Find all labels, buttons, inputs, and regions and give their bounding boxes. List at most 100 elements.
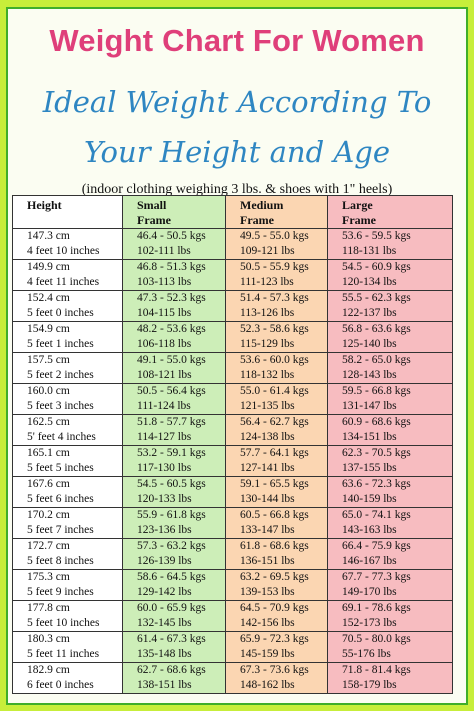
large-frame-cell-line1: 65.0 - 74.1 kgs xyxy=(342,509,411,521)
medium-frame-cell: 55.0 - 61.4 kgs 121-135 lbs xyxy=(225,383,328,415)
large-frame-cell-line1: 60.9 - 68.6 kgs xyxy=(342,416,411,428)
medium-frame-cell-line1: 63.2 - 69.5 kgs xyxy=(240,571,309,583)
header-small-line2: Frame xyxy=(137,213,171,227)
large-frame-cell-line2: 146-167 lbs xyxy=(342,555,397,567)
small-frame-cell-line2: 138-151 lbs xyxy=(137,679,192,691)
height-cell: 160.0 cm 5 feet 3 inches xyxy=(12,383,123,415)
small-frame-cell-line1: 54.5 - 60.5 kgs xyxy=(137,478,206,490)
medium-frame-cell-line1: 53.6 - 60.0 kgs xyxy=(240,354,309,366)
small-frame-cell: 51.8 - 57.7 kgs 114-127 lbs xyxy=(122,414,226,446)
small-frame-cell-line1: 53.2 - 59.1 kgs xyxy=(137,447,206,459)
medium-frame-cell: 65.9 - 72.3 kgs 145-159 lbs xyxy=(225,631,328,663)
height-cell: 165.1 cm 5 feet 5 inches xyxy=(12,445,123,477)
height-cell-line1: 147.3 cm xyxy=(27,230,70,242)
height-cell-line2: 5' feet 4 inches xyxy=(27,431,96,443)
small-frame-cell: 49.1 - 55.0 kgs 108-121 lbs xyxy=(122,352,226,384)
weight-table: Height Small Frame Medium Frame Large Fr… xyxy=(12,195,453,694)
small-frame-cell: 46.8 - 51.3 kgs 103-113 lbs xyxy=(122,259,226,291)
table-row: 152.4 cm 5 feet 0 inches 47.3 - 52.3 kgs 10… xyxy=(12,290,453,322)
medium-frame-cell-line2: 142-156 lbs xyxy=(240,617,295,629)
large-frame-cell-line1: 63.6 - 72.3 kgs xyxy=(342,478,411,490)
height-cell: 147.3 cm 4 feet 10 inches xyxy=(12,228,123,260)
small-frame-cell-line1: 50.5 - 56.4 kgs xyxy=(137,385,206,397)
table-row: 165.1 cm 5 feet 5 inches 53.2 - 59.1 kgs 11… xyxy=(12,445,453,477)
large-frame-cell: 71.8 - 81.4 kgs 158-179 lbs xyxy=(327,662,453,694)
medium-frame-cell-line2: 113-126 lbs xyxy=(240,307,295,319)
height-cell-line1: 149.9 cm xyxy=(27,261,70,273)
height-cell-line2: 4 feet 11 inches xyxy=(27,276,100,288)
medium-frame-cell-line1: 50.5 - 55.9 kgs xyxy=(240,261,309,273)
height-cell-line2: 6 feet 0 inches xyxy=(27,679,94,691)
small-frame-cell: 55.9 - 61.8 kgs 123-136 lbs xyxy=(122,507,226,539)
large-frame-cell-line2: 122-137 lbs xyxy=(342,307,397,319)
small-frame-cell: 46.4 - 50.5 kgs 102-111 lbs xyxy=(122,228,226,260)
medium-frame-cell-line1: 49.5 - 55.0 kgs xyxy=(240,230,309,242)
height-cell-line2: 5 feet 10 inches xyxy=(27,617,100,629)
medium-frame-cell-line2: 136-151 lbs xyxy=(240,555,295,567)
medium-frame-cell-line1: 67.3 - 73.6 kgs xyxy=(240,664,309,676)
large-frame-cell-line1: 55.5 - 62.3 kgs xyxy=(342,292,411,304)
medium-frame-cell-line1: 52.3 - 58.6 kgs xyxy=(240,323,309,335)
small-frame-cell-line1: 46.4 - 50.5 kgs xyxy=(137,230,206,242)
small-frame-cell-line2: 104-115 lbs xyxy=(137,307,192,319)
large-frame-cell-line1: 54.5 - 60.9 kgs xyxy=(342,261,411,273)
height-cell-line2: 5 feet 5 inches xyxy=(27,462,94,474)
small-frame-cell-line1: 60.0 - 65.9 kgs xyxy=(137,602,206,614)
height-cell-line1: 172.7 cm xyxy=(27,540,70,552)
header-small-frame: Small Frame xyxy=(122,195,226,229)
medium-frame-cell-line2: 124-138 lbs xyxy=(240,431,295,443)
small-frame-cell: 48.2 - 53.6 kgs 106-118 lbs xyxy=(122,321,226,353)
medium-frame-cell-line2: 111-123 lbs xyxy=(240,276,294,288)
height-cell-line2: 4 feet 10 inches xyxy=(27,245,100,257)
medium-frame-cell-line1: 51.4 - 57.3 kgs xyxy=(240,292,309,304)
table-row: 175.3 cm 5 feet 9 inches 58.6 - 64.5 kgs 12… xyxy=(12,569,453,601)
height-cell: 162.5 cm 5' feet 4 inches xyxy=(12,414,123,446)
large-frame-cell-line2: 158-179 lbs xyxy=(342,679,397,691)
small-frame-cell: 50.5 - 56.4 kgs 111-124 lbs xyxy=(122,383,226,415)
table-row: 172.7 cm 5 feet 8 inches 57.3 - 63.2 kgs 12… xyxy=(12,538,453,570)
large-frame-cell: 60.9 - 68.6 kgs 134-151 lbs xyxy=(327,414,453,446)
table-row: 180.3 cm 5 feet 11 inches 61.4 - 67.3 kgs 1… xyxy=(12,631,453,663)
small-frame-cell-line1: 62.7 - 68.6 kgs xyxy=(137,664,206,676)
medium-frame-cell: 56.4 - 62.7 kgs 124-138 lbs xyxy=(225,414,328,446)
small-frame-cell-line1: 46.8 - 51.3 kgs xyxy=(137,261,206,273)
large-frame-cell-line1: 71.8 - 81.4 kgs xyxy=(342,664,411,676)
medium-frame-cell-line2: 109-121 lbs xyxy=(240,245,295,257)
large-frame-cell-line1: 56.8 - 63.6 kgs xyxy=(342,323,411,335)
large-frame-cell-line1: 59.5 - 66.8 kgs xyxy=(342,385,411,397)
medium-frame-cell-line1: 60.5 - 66.8 kgs xyxy=(240,509,309,521)
table-row: 170.2 cm 5 feet 7 inches 55.9 - 61.8 kgs 12… xyxy=(12,507,453,539)
large-frame-cell: 55.5 - 62.3 kgs 122-137 lbs xyxy=(327,290,453,322)
header-large-line2: Frame xyxy=(342,213,376,227)
medium-frame-cell-line1: 61.8 - 68.6 kgs xyxy=(240,540,309,552)
small-frame-cell-line1: 49.1 - 55.0 kgs xyxy=(137,354,206,366)
header-height: Height xyxy=(12,195,123,229)
height-cell-line1: 154.9 cm xyxy=(27,323,70,335)
small-frame-cell-line2: 123-136 lbs xyxy=(137,524,192,536)
height-cell-line1: 177.8 cm xyxy=(27,602,70,614)
table-header-row: Height Small Frame Medium Frame Large Fr… xyxy=(12,195,453,229)
medium-frame-cell: 57.7 - 64.1 kgs 127-141 lbs xyxy=(225,445,328,477)
large-frame-cell-line1: 67.7 - 77.3 kgs xyxy=(342,571,411,583)
small-frame-cell-line1: 61.4 - 67.3 kgs xyxy=(137,633,206,645)
subtitle-line-1: Ideal Weight According To xyxy=(42,85,432,119)
small-frame-cell-line2: 126-139 lbs xyxy=(137,555,192,567)
height-cell-line1: 170.2 cm xyxy=(27,509,70,521)
medium-frame-cell: 59.1 - 65.5 kgs 130-144 lbs xyxy=(225,476,328,508)
height-cell: 172.7 cm 5 feet 8 inches xyxy=(12,538,123,570)
small-frame-cell: 58.6 - 64.5 kgs 129-142 lbs xyxy=(122,569,226,601)
large-frame-cell: 69.1 - 78.6 kgs 152-173 lbs xyxy=(327,600,453,632)
small-frame-cell-line1: 57.3 - 63.2 kgs xyxy=(137,540,206,552)
small-frame-cell: 57.3 - 63.2 kgs 126-139 lbs xyxy=(122,538,226,570)
height-cell-line1: 180.3 cm xyxy=(27,633,70,645)
large-frame-cell: 53.6 - 59.5 kgs 118-131 lbs xyxy=(327,228,453,260)
large-frame-cell-line2: 134-151 lbs xyxy=(342,431,397,443)
medium-frame-cell-line1: 59.1 - 65.5 kgs xyxy=(240,478,309,490)
medium-frame-cell: 63.2 - 69.5 kgs 139-153 lbs xyxy=(225,569,328,601)
small-frame-cell: 61.4 - 67.3 kgs 135-148 lbs xyxy=(122,631,226,663)
medium-frame-cell: 67.3 - 73.6 kgs 148-162 lbs xyxy=(225,662,328,694)
table-row: 149.9 cm 4 feet 11 inches 46.8 - 51.3 kgs 1… xyxy=(12,259,453,291)
large-frame-cell-line2: 152-173 lbs xyxy=(342,617,397,629)
small-frame-cell-line2: 108-121 lbs xyxy=(137,369,192,381)
large-frame-cell-line2: 149-170 lbs xyxy=(342,586,397,598)
